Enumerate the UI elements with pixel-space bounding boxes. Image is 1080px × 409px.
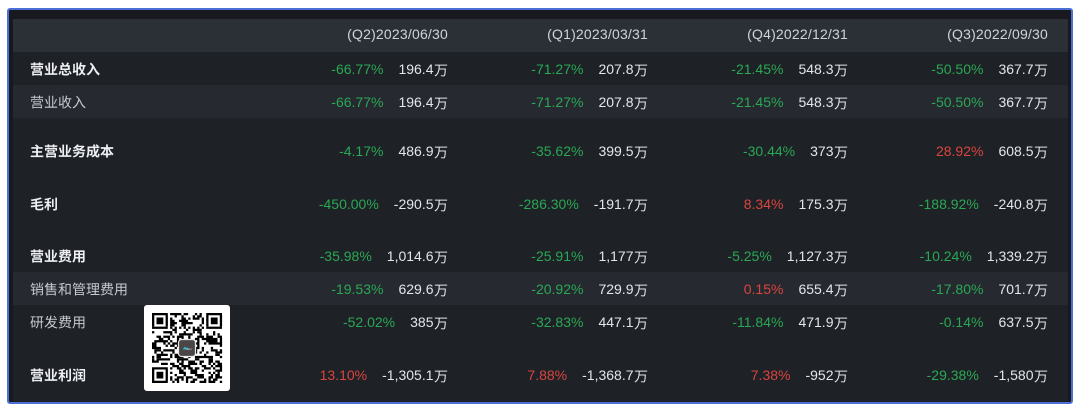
- svg-text:num: num: [186, 347, 192, 351]
